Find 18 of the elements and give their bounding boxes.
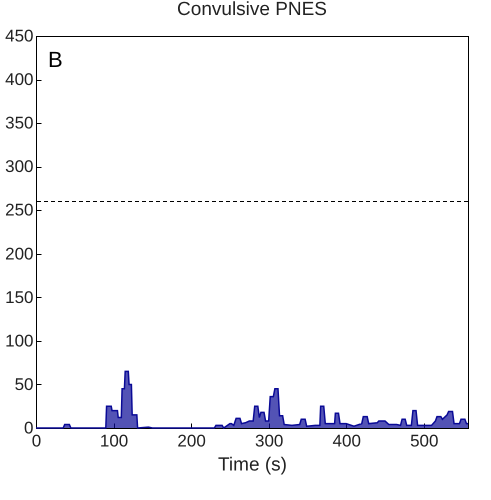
y-tick-label: 50 (14, 374, 34, 394)
y-tick-label: 0 (24, 418, 34, 438)
y-tick-label: 200 (5, 244, 34, 264)
y-tick-label: 250 (5, 200, 34, 220)
annotation: B (48, 47, 63, 72)
x-tick-label: 100 (100, 432, 128, 450)
x-tick-label: 500 (410, 432, 438, 450)
x-axis-title: Time (s) (218, 454, 287, 476)
x-tick-label: 200 (177, 432, 206, 450)
y-tick-label: 400 (5, 70, 34, 90)
y-tick-label: 300 (5, 157, 34, 176)
y-tick-label: 100 (5, 331, 34, 350)
y-tick-label: 150 (5, 288, 34, 307)
y-tick-label: 450 (5, 26, 34, 46)
chart-title: Convulsive PNES (177, 0, 327, 20)
x-tick-label: 300 (254, 432, 284, 450)
x-tick-label: 400 (332, 432, 361, 450)
y-tick-label: 350 (5, 114, 34, 133)
